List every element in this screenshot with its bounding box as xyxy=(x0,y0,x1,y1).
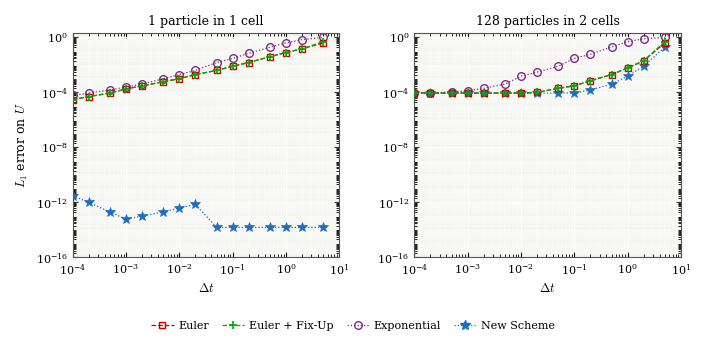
Y-axis label: $L_1$ error on $U$: $L_1$ error on $U$ xyxy=(15,103,30,188)
X-axis label: $\Delta t$: $\Delta t$ xyxy=(539,282,556,295)
Title: 1 particle in 1 cell: 1 particle in 1 cell xyxy=(148,15,264,28)
Legend: Euler, Euler + Fix-Up, Exponential, New Scheme: Euler, Euler + Fix-Up, Exponential, New … xyxy=(147,316,559,336)
Title: 128 particles in 2 cells: 128 particles in 2 cells xyxy=(476,15,620,28)
X-axis label: $\Delta t$: $\Delta t$ xyxy=(198,282,215,295)
